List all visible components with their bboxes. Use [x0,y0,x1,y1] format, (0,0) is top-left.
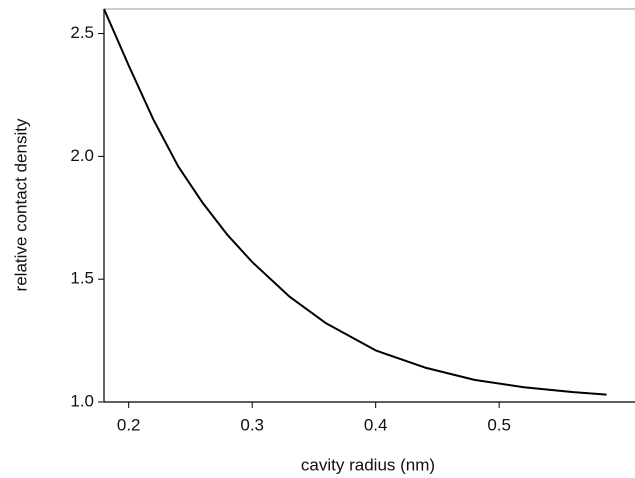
x-tick-label: 0.2 [117,415,141,434]
x-tick-label: 0.5 [487,415,511,434]
x-tick-label: 0.3 [240,415,264,434]
y-tick-label: 1.0 [70,391,94,410]
x-tick-label: 0.4 [364,415,388,434]
y-axis-label: relative contact density [11,118,30,291]
x-axis-label: cavity radius (nm) [301,455,435,474]
y-tick-label: 1.5 [70,269,94,288]
line [103,8,607,396]
y-tick-label: 2.5 [70,23,94,42]
y-tick-label: 2.0 [70,146,94,165]
